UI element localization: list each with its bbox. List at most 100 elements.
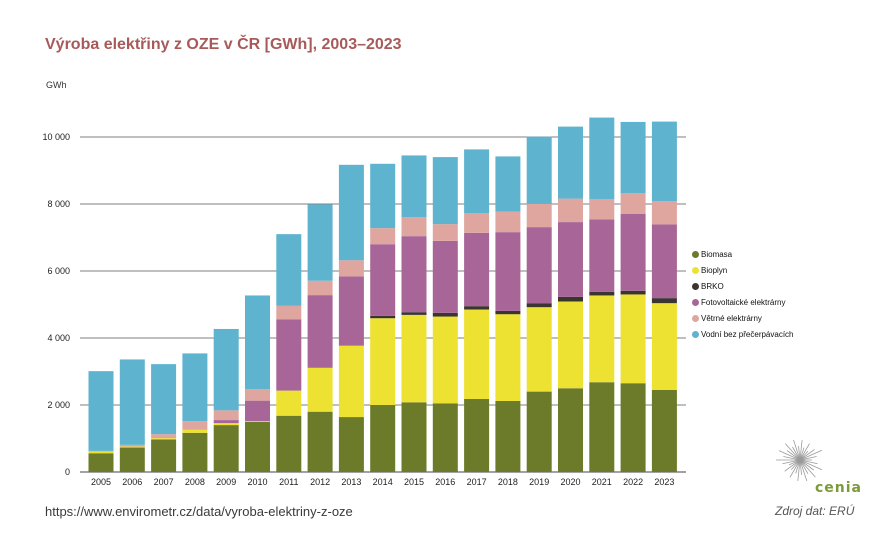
bar-segment <box>495 232 521 311</box>
bar-segment <box>245 295 270 390</box>
bar-segment <box>119 444 145 447</box>
bar-segment <box>276 234 302 306</box>
legend-item: Biomasa <box>692 248 732 260</box>
bar-segment <box>338 260 364 277</box>
bar-segment <box>558 198 583 223</box>
bar-segment <box>464 213 490 233</box>
bar-segment <box>245 421 270 472</box>
x-tick-label: 2006 <box>122 477 142 487</box>
legend-item: BRKO <box>692 280 724 292</box>
y-tick-label: 2 000 <box>47 400 70 410</box>
bar-segment <box>432 157 458 225</box>
bar-segment <box>651 200 677 225</box>
bar-segment <box>370 163 396 229</box>
bar-segment <box>151 434 177 439</box>
x-tick-label: 2007 <box>154 477 174 487</box>
bar-segment <box>589 117 615 199</box>
bar-segment <box>620 290 646 295</box>
bar-segment <box>213 420 239 424</box>
bar-segment <box>620 193 646 214</box>
legend-swatch <box>692 330 699 338</box>
bar-segment <box>432 312 458 317</box>
x-tick-label: 2019 <box>529 477 549 487</box>
x-tick-label: 2011 <box>279 477 298 487</box>
chart-title: Výroba elektřiny z OZE v ČR [GWh], 2003–… <box>45 36 402 53</box>
bar-segment <box>526 391 552 472</box>
bar-segment <box>370 228 396 245</box>
bar-segment <box>558 301 583 389</box>
bar-segment <box>526 307 552 392</box>
bar-segment <box>213 425 239 472</box>
x-tick-labels: 2005 2006 2007 2008 2009 2010 2011 2012 2013 2014… <box>91 477 674 487</box>
bars <box>88 117 677 472</box>
bar-segment <box>589 198 615 220</box>
bar-segment <box>464 398 490 472</box>
bar-segment <box>558 126 583 199</box>
bar-segment <box>620 383 646 472</box>
bar-segment <box>495 314 521 401</box>
legend-label: Fotovoltaické elektrárny <box>701 297 786 307</box>
x-tick-label: 2014 <box>373 477 393 487</box>
bar-segment <box>651 224 677 299</box>
y-axis-unit: GWh <box>46 80 67 90</box>
bar-segment <box>307 280 333 296</box>
y-tick-label: 0 <box>65 467 70 477</box>
bar-segment <box>245 400 270 422</box>
bar-segment <box>151 438 177 440</box>
bar-segment <box>119 446 145 448</box>
bar-segment <box>651 298 677 304</box>
bar-segment <box>370 315 396 319</box>
bar-segment <box>370 318 396 405</box>
bar-segment <box>401 155 427 218</box>
legend-swatch <box>692 282 699 290</box>
bar-segment <box>245 421 270 422</box>
bar-segment <box>401 236 427 313</box>
bar-segment <box>495 156 521 212</box>
x-tick-label: 2012 <box>310 477 330 487</box>
bar-segment <box>464 309 490 399</box>
bar-segment <box>307 411 333 472</box>
x-tick-label: 2013 <box>341 477 361 487</box>
x-tick-label: 2005 <box>91 477 111 487</box>
legend-label: Větrné elektrárny <box>701 313 762 323</box>
bar-segment <box>589 219 615 292</box>
bar-segment <box>651 389 677 472</box>
legend-swatch <box>692 266 699 274</box>
legend-label: Bioplyn <box>701 265 728 275</box>
bar-segment <box>495 211 521 233</box>
source-url[interactable]: https://www.envirometr.cz/data/vyroba-el… <box>45 504 353 519</box>
bar-segment <box>276 319 302 391</box>
legend-item: Bioplyn <box>692 264 727 276</box>
bar-segment <box>432 403 458 472</box>
bar-segment <box>213 423 239 426</box>
y-tick-label: 4 000 <box>47 333 70 343</box>
x-tick-label: 2015 <box>404 477 424 487</box>
bar-segment <box>432 316 458 404</box>
x-tick-label: 2020 <box>560 477 580 487</box>
bar-segment <box>307 204 333 281</box>
logo-text: cenia <box>815 480 863 496</box>
bar-segment <box>495 400 521 472</box>
bar-segment <box>151 439 177 472</box>
bar-segment <box>276 390 302 416</box>
bar-segment <box>589 295 615 383</box>
bar-segment <box>213 410 239 421</box>
x-tick-label: 2008 <box>185 477 205 487</box>
bar-segment <box>151 364 177 435</box>
bar-segment <box>620 213 646 291</box>
bar-segment <box>401 312 427 315</box>
bar-segment <box>432 224 458 241</box>
bar-segment <box>88 450 114 452</box>
bar-segment <box>370 244 396 316</box>
bar-segment <box>338 417 364 472</box>
bar-segment <box>245 389 270 401</box>
bar-segment <box>88 451 114 454</box>
legend-swatch <box>692 250 699 258</box>
bar-segment <box>338 164 364 261</box>
bar-segment <box>558 388 583 472</box>
bar-segment <box>526 303 552 308</box>
bar-segment <box>338 276 364 346</box>
legend-swatch <box>692 314 699 322</box>
x-tick-label: 2010 <box>247 477 267 487</box>
bar-segment <box>182 432 208 472</box>
